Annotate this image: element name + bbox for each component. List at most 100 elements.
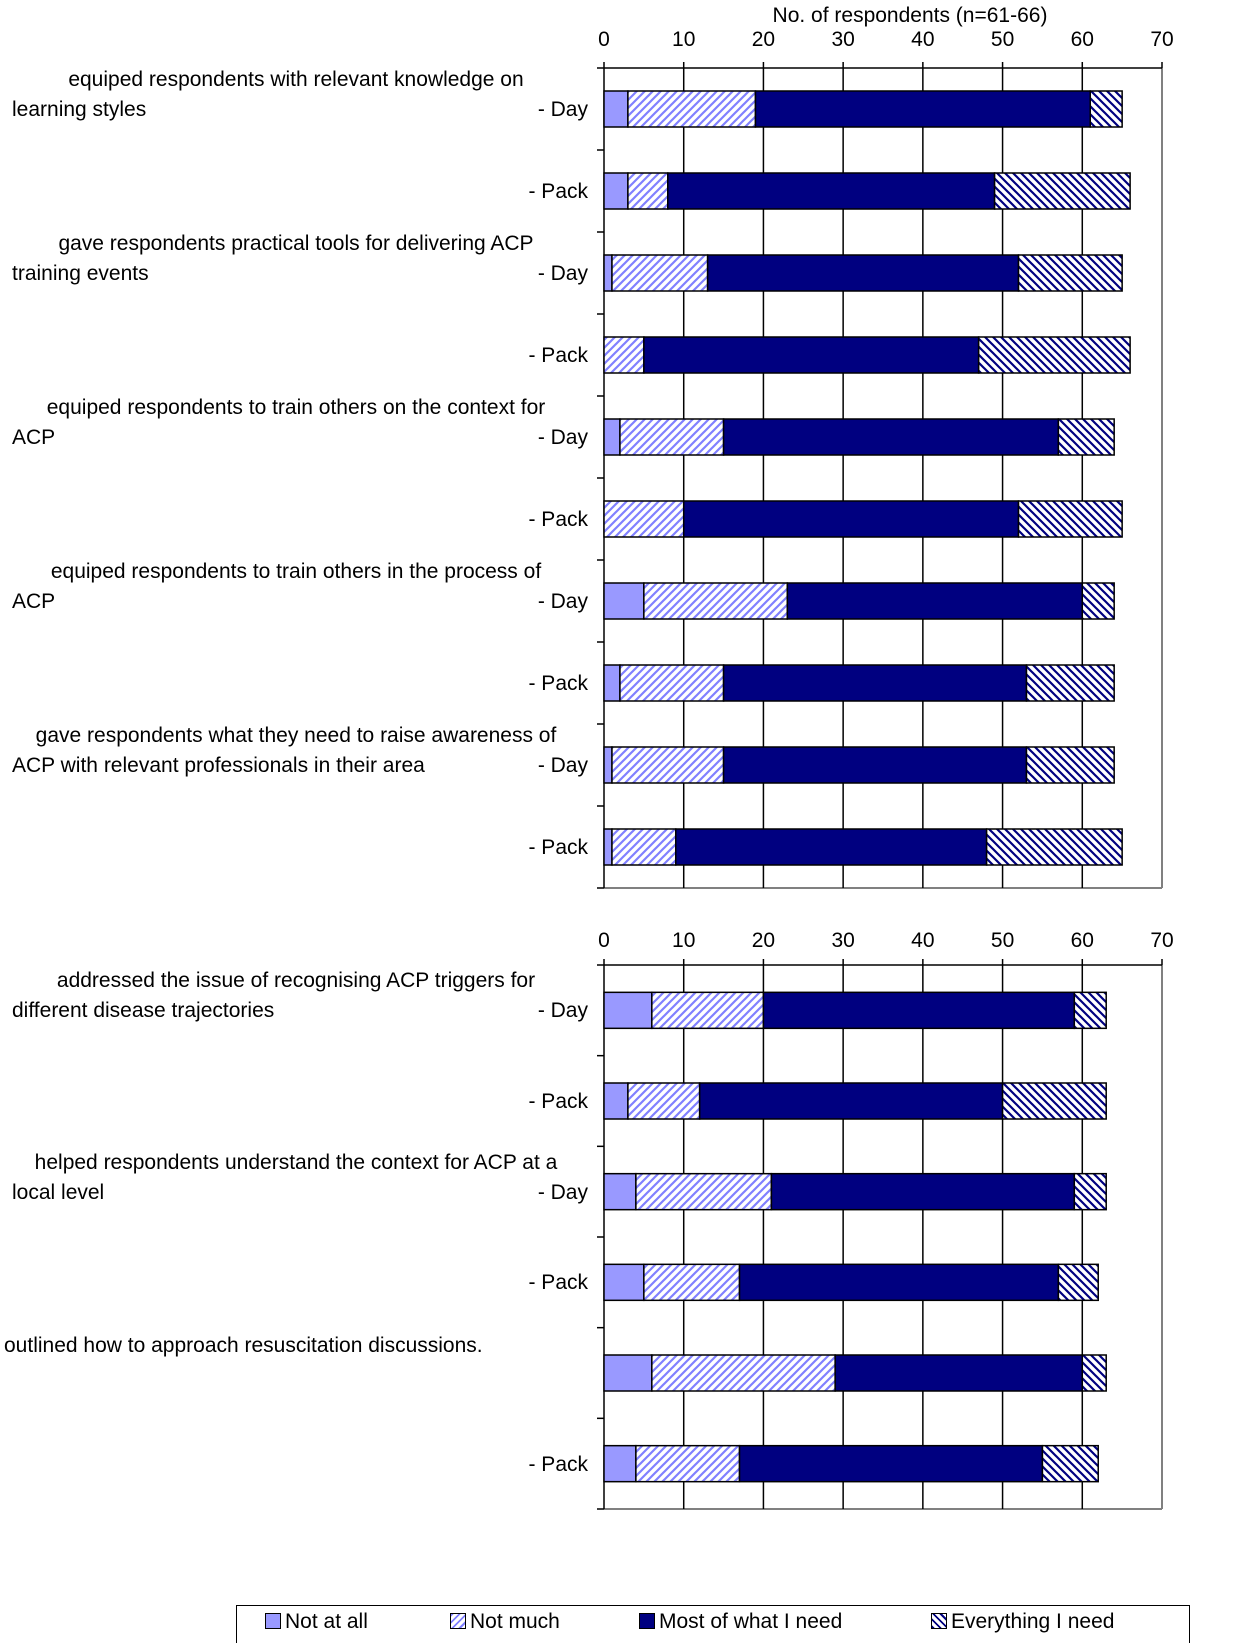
bar-segment-everything-i-need [1017,500,1123,538]
category-source-label: - Pack [528,508,588,531]
chart-title: No. of respondents (n=61-66) [773,4,1048,27]
category-source-label: - Pack [528,1271,588,1295]
category-question-label: gave respondents what they need to raise… [4,721,588,781]
bar-segment-not-much [635,1444,741,1483]
category-source-label: - Day [537,262,588,285]
bar-segment-not-at-all [603,1263,645,1302]
category-source-label: - Day [537,590,588,613]
bar-segment-everything-i-need [1073,1172,1107,1211]
bar-segment-not-much [635,1172,773,1211]
x-tick-label: 40 [911,929,934,952]
category-question-line: outlined how to approach resuscitation d… [4,1334,483,1357]
bar-segment-everything-i-need [985,828,1123,866]
bar-segment-not-much [627,172,669,210]
category-source-label: - Day [537,426,588,449]
category-question-line: gave respondents practical tools for del… [58,232,534,255]
category-source-label: - Day [537,754,588,777]
bar-segment-not-much [643,582,789,620]
legend-item-not-at-all: Not at all [265,1610,368,1634]
category-question-line: addressed the issue of recognising ACP t… [56,969,536,993]
legend-label: Most of what I need [659,1610,843,1633]
bar-segment-not-at-all [603,254,613,292]
bar-segment-not-at-all [603,582,645,620]
bar-segment-most-of-what-i-need [762,991,1076,1030]
category-source-label: - Day [537,98,588,121]
bar-segment-everything-i-need [1057,1263,1099,1302]
legend-label: Everything I need [951,1610,1115,1633]
bar-segment-not-at-all [603,418,621,456]
category-question-label: helped respondents understand the contex… [4,1148,588,1208]
bar-segment-not-much [627,90,757,128]
bar-segment-not-at-all [603,172,629,210]
bar-segment-most-of-what-i-need [667,172,996,210]
bar-segment-most-of-what-i-need [770,1172,1076,1211]
category-question-line: ACP [12,590,56,613]
legend-item-everything-i-need: Everything I need [931,1610,1114,1634]
bar-segment-not-at-all [603,664,621,702]
legend-swatch-icon [931,1613,947,1629]
x-tick-label: 60 [1071,28,1094,51]
bar-segment-everything-i-need [1017,254,1123,292]
bar-segment-everything-i-need [1041,1444,1099,1483]
category-source-label: - Day [537,1180,588,1204]
bar-segment-not-at-all [603,1172,637,1211]
category-question-line: gave respondents what they need to raise… [35,724,557,747]
bar-segment-not-much [619,418,725,456]
bar-segment-everything-i-need [1073,991,1107,1030]
category-source-label: - Pack [528,836,588,859]
bar-segment-most-of-what-i-need [643,336,980,374]
category-question-line: local level [12,1180,105,1204]
bar-segment-not-much [611,828,677,866]
chart-top: 0 10 20 30 40 50 60 70 No. of respondents (n=61-… [597,4,1174,889]
chart-bottom: 0 10 20 30 40 50 60 70 [597,929,1174,1510]
bar-segment-not-at-all [603,1354,653,1392]
bar-segment-most-of-what-i-need [722,664,1028,702]
legend-swatch-icon [265,1613,281,1629]
category-question-line: different disease trajectories [12,999,275,1023]
bar-segment-most-of-what-i-need [674,828,988,866]
x-tick-label: 0 [598,929,610,952]
legend-label: Not much [470,1610,560,1633]
bar-segment-most-of-what-i-need [738,1263,1060,1302]
category-question-label: outlined how to approach resuscitation d… [4,1331,588,1361]
category-question-line: ACP [12,426,56,449]
category-question-label: equiped respondents with relevant knowle… [4,65,588,125]
bar-segment-most-of-what-i-need [682,500,1020,538]
bar-segment-most-of-what-i-need [786,582,1084,620]
category-question-line: helped respondents understand the contex… [34,1150,558,1174]
legend-item-most-of-what-i-need: Most of what I need [639,1610,842,1634]
category-question-label: equiped respondents to train others on t… [4,393,588,453]
bar-segment-everything-i-need [1081,1354,1107,1392]
bar-segment-not-at-all [603,90,629,128]
category-source-label: - Pack [528,1452,588,1476]
category-question-line: equiped respondents with relevant knowle… [68,68,524,91]
x-tick-label: 70 [1150,929,1173,952]
legend-label: Not at all [285,1610,368,1633]
bar-segment-not-at-all [603,991,653,1030]
bar-segment-most-of-what-i-need [754,90,1092,128]
bar-segment-everything-i-need [993,172,1131,210]
x-tick-label: 10 [672,28,695,51]
bar-segment-everything-i-need [1089,90,1123,128]
bar-segment-not-much [603,336,645,374]
legend-item-not-much: Not much [450,1610,560,1634]
category-question-line: equiped respondents to train others in t… [50,560,542,583]
x-tick-label: 10 [672,929,695,952]
x-tick-label: 50 [991,28,1014,51]
bar-segment-most-of-what-i-need [706,254,1020,292]
x-tick-label: 50 [991,929,1014,952]
category-question-line: equiped respondents to train others on t… [46,396,546,419]
bar-segment-not-at-all [603,828,613,866]
bar-segment-everything-i-need [1025,664,1115,702]
category-source-label: - Pack [528,344,588,367]
x-tick-label: 30 [831,28,854,51]
category-source-label: - Day [537,999,588,1023]
bar-segment-not-much [611,254,709,292]
x-tick-label: 20 [752,28,775,51]
category-question-line: learning styles [12,98,147,121]
category-question-label: addressed the issue of recognising ACP t… [4,966,588,1026]
legend-swatch-icon [450,1613,466,1629]
x-tick-label: 60 [1071,929,1094,952]
bar-segment-most-of-what-i-need [698,1082,1004,1120]
